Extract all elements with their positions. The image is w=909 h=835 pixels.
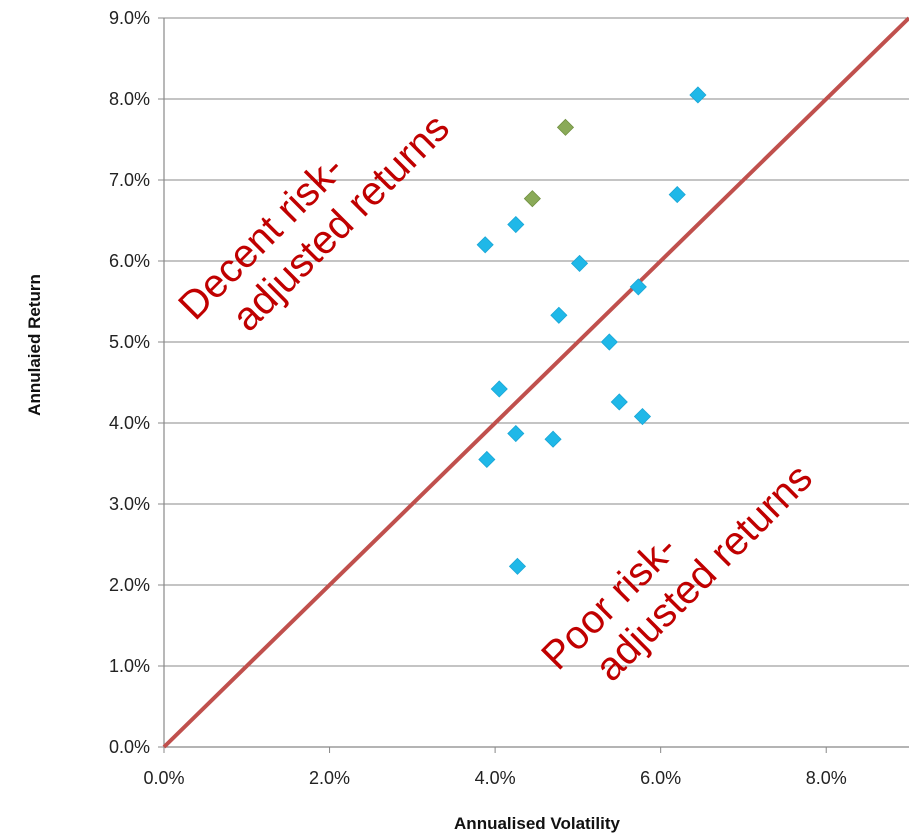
data-point [689,86,707,104]
x-tick-label: 6.0% [640,768,681,788]
data-point [508,557,527,575]
y-tick-label: 7.0% [109,170,150,190]
data-point [610,393,628,411]
y-tick-labels: 0.0% 1.0% 2.0% 3.0% 4.0% 5.0% 6.0% 7.0% 8.0% 9.0% [109,8,150,757]
data-point [668,186,686,204]
reference-line [162,16,909,749]
y-tick-label: 3.0% [109,494,150,514]
y-tick-label: 1.0% [109,656,150,676]
y-tick-label: 6.0% [109,251,150,271]
data-point [523,190,541,208]
data-point [556,118,575,136]
x-tick-label: 8.0% [806,768,847,788]
y-axis-title: Annulaied Return [25,274,44,416]
data-point [476,236,494,254]
y-tick-label: 9.0% [109,8,150,28]
data-point [490,380,508,398]
x-tick-label: 0.0% [143,768,184,788]
data-point [507,215,525,234]
data-point [550,306,568,324]
reference-line-group [162,16,909,749]
gridlines [158,17,909,753]
data-point [629,278,647,296]
annotation-poor: Poor risk- adjusted returns [533,456,821,690]
data-point [507,424,525,443]
annotation-decent: Decent risk- adjusted returns [170,106,458,340]
y-tick-label: 2.0% [109,575,150,595]
x-tick-labels: 0.0% 2.0% 4.0% 6.0% 8.0% [143,768,846,788]
y-tick-label: 4.0% [109,413,150,433]
data-point [633,407,652,426]
data-point [600,333,618,351]
x-tick-label: 4.0% [475,768,516,788]
y-tick-label: 5.0% [109,332,150,352]
data-point [478,450,496,469]
y-tick-label: 0.0% [109,737,150,757]
y-tick-label: 8.0% [109,89,150,109]
x-tick-label: 2.0% [309,768,350,788]
data-point [570,254,589,272]
data-point [544,430,562,448]
data-points [476,86,707,575]
x-axis-title: Annualised Volatility [454,814,620,833]
